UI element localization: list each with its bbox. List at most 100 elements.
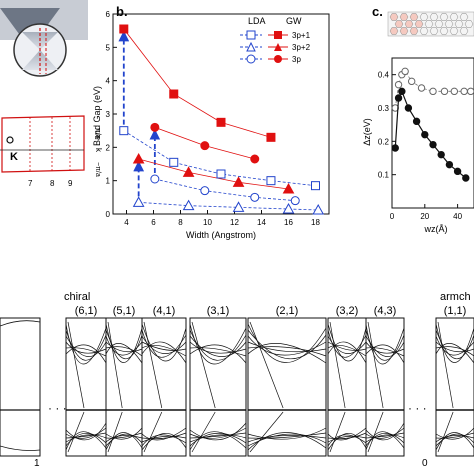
panel-b-point-lda-circle-open	[200, 186, 210, 196]
panel-b-point-lda-triangle-open	[132, 196, 145, 207]
linear-band	[191, 411, 216, 453]
linear-band	[249, 411, 284, 453]
linear-band	[143, 321, 163, 409]
ribbon-hexagon	[429, 13, 439, 21]
panel-c-ytick-label: 0.2	[378, 137, 390, 146]
panel-c-point-circle-filled	[391, 144, 399, 152]
ellipsis-left: · · ·	[48, 401, 67, 415]
panel-c-ytick-label: 0.1	[378, 171, 390, 180]
ribbon-hexagon	[394, 20, 404, 28]
conduction-band-curve	[247, 346, 327, 357]
ribbon-hexagon	[389, 27, 399, 35]
valence-band-curve	[65, 432, 107, 439]
panel-b-xtick-label: 18	[311, 218, 320, 227]
panel-b-point-gw-square-filled	[266, 132, 276, 142]
ribbon-hexagon	[459, 27, 469, 35]
panel-c-series-line-1	[394, 89, 467, 179]
panel-c-xtick-label: 40	[453, 212, 462, 221]
conduction-band-curve	[141, 341, 187, 364]
panel-b-point-lda-circle-open	[290, 196, 300, 206]
linear-band	[67, 321, 85, 409]
valence-band-curve	[189, 431, 247, 451]
armchair-label: armch	[440, 291, 471, 303]
panel-b-point-gw-square-filled	[119, 24, 129, 34]
valence-band-curve	[65, 431, 107, 451]
panel-b-point-gw-circle-filled	[250, 154, 260, 164]
ribbon-hexagon	[414, 20, 424, 28]
panel-c-point-circle-filled	[404, 104, 413, 112]
ribbon-hexagon	[424, 20, 434, 28]
valence-band-curve	[141, 435, 187, 443]
legend-lda-header: LDA	[248, 16, 266, 26]
ribbon-hexagon	[419, 13, 429, 21]
panel-b-point-lda-triangle-open	[232, 201, 245, 212]
valence-band-curve	[141, 432, 187, 440]
panel-b-ytick-label: 2	[106, 143, 111, 152]
panel-b-xlabel: Width (Angstrom)	[186, 230, 256, 240]
panel-b-point-gw-triangle-filled	[232, 176, 245, 187]
panel-c-point-circle-filled	[394, 94, 403, 102]
ribbon-hexagon	[449, 13, 459, 21]
bottom-right-tick: 0	[422, 458, 428, 469]
linear-band	[249, 321, 284, 409]
panel-b-point-gw-triangle-filled	[182, 166, 195, 177]
panel-a-side-pi: π/a	[94, 128, 101, 139]
panel-c-ytick-label: 0.3	[378, 104, 390, 113]
ribbon-hexagon	[459, 13, 469, 21]
conduction-band-curve	[327, 335, 367, 354]
conduction-band-curve	[105, 329, 143, 360]
ribbon-hexagon	[419, 27, 429, 35]
valence-band-curve	[247, 432, 327, 439]
panel-b-point-lda-triangle-open	[282, 202, 295, 214]
conduction-band-curve	[105, 341, 143, 353]
conduction-band-curve	[327, 341, 367, 364]
valence-band-curve	[189, 432, 247, 447]
conduction-band-curve	[141, 335, 187, 354]
conduction-band-curve	[141, 329, 187, 358]
band-panel--3-1-: (3,1)	[189, 305, 247, 457]
band-panel-frame	[435, 317, 474, 457]
ribbon-hexagon	[449, 27, 459, 35]
left-partial-band-2	[0, 445, 41, 451]
panel-b-point-lda-triangle-open	[312, 203, 325, 215]
panel-c-gap-chart: c. Δz(eV) wz(Å) 0.1 0.2 0.3 0.4 0 20 40	[362, 4, 474, 234]
panel-c-point-circle-filled	[462, 174, 470, 182]
valence-band-curve	[327, 427, 367, 441]
valence-band-curve	[435, 432, 474, 451]
legend-series-3p2: 3p+2	[292, 43, 311, 52]
ellipsis-right: · · ·	[408, 401, 427, 415]
panel-c-xtick-label: 20	[420, 212, 429, 221]
panel-b-point-gw-triangle-filled	[132, 152, 145, 164]
valence-band-curve	[365, 434, 405, 443]
band-panel--2-1-: (2,1)	[247, 305, 327, 457]
panel-b-point-lda-triangle-open	[182, 199, 195, 211]
linear-band	[367, 411, 384, 453]
chirality-label: (5,1)	[113, 305, 136, 317]
panel-b-xtick-label: 4	[124, 218, 129, 227]
band-panel-frame	[189, 317, 247, 457]
panel-c-ylabel: Δz(eV)	[362, 118, 372, 146]
panel-b-series-line-gw-0	[123, 28, 272, 138]
conduction-band-curve	[105, 346, 143, 357]
panel-c-point-circle-filled	[453, 167, 462, 176]
legend-gw-square	[274, 31, 282, 39]
conduction-band-curve	[189, 323, 247, 365]
band-panel--6-1-: (6,1)	[65, 305, 107, 457]
panel-b-point-gw-square-filled	[169, 89, 179, 99]
ribbon-hexagon	[439, 13, 449, 21]
panel-c-point-circle-filled	[421, 130, 429, 139]
ribbon-hexagon	[409, 13, 419, 21]
band-panel--4-1-: (4,1)	[141, 305, 187, 457]
conduction-band-curve	[435, 335, 474, 356]
panel-b-xtick-label: 12	[230, 218, 239, 227]
conduction-band-curve	[365, 329, 405, 361]
chirality-label: (3,1)	[207, 305, 230, 317]
valence-band-curve	[141, 427, 187, 441]
panel-c-label: c.	[372, 4, 383, 19]
left-partial-band	[0, 320, 41, 327]
panel-b-legend: LDA GW 3p+1 3p+2 3p	[240, 16, 311, 64]
legend-lda-square	[246, 30, 256, 40]
panel-b-point-lda-circle-open	[250, 192, 260, 202]
panel-b-point-lda-square-open	[311, 181, 320, 191]
conduction-band-curve	[365, 344, 405, 364]
